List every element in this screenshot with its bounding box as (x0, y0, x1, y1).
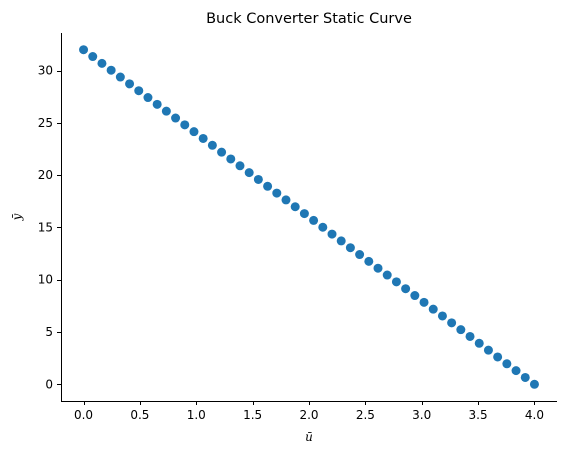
y-tick-label: 0 (45, 377, 53, 391)
y-tick-label: 30 (38, 64, 53, 78)
y-tick-label: 10 (38, 273, 53, 287)
data-point (125, 79, 135, 89)
y-tick-label: 15 (38, 220, 53, 234)
data-point (309, 215, 319, 225)
plot-area (79, 45, 539, 389)
data-point (391, 277, 401, 287)
x-axis-ticks: 0.0 0.5 1.0 1.5 2.0 2.5 3.0 3.5 4.0 (74, 401, 544, 422)
data-point (244, 168, 254, 178)
data-point (198, 133, 208, 143)
data-point (373, 263, 383, 273)
data-point (263, 181, 273, 191)
data-point (345, 243, 355, 253)
y-tick-label: 5 (45, 325, 53, 339)
data-point (493, 352, 503, 362)
data-point (235, 161, 245, 171)
data-point (290, 202, 300, 212)
data-point (474, 338, 484, 348)
data-point (189, 127, 199, 137)
data-point (502, 359, 512, 369)
x-axis-label: ū (305, 430, 313, 444)
data-point (410, 291, 420, 301)
data-point (115, 72, 125, 82)
data-point (437, 311, 447, 321)
data-point (79, 45, 89, 55)
data-point (364, 256, 374, 266)
data-point (272, 188, 282, 198)
data-point (180, 120, 190, 130)
y-axis-label: ȳ (10, 213, 24, 221)
data-point (318, 222, 328, 232)
data-point (88, 52, 98, 62)
data-point (456, 325, 466, 335)
data-point (419, 297, 429, 307)
x-tick-label: 1.5 (243, 408, 262, 422)
data-point (483, 345, 493, 355)
x-tick-label: 3.0 (412, 408, 431, 422)
x-tick-label: 0.5 (130, 408, 149, 422)
x-tick-label: 4.0 (525, 408, 544, 422)
data-point (327, 229, 337, 239)
data-point (152, 99, 162, 109)
x-tick-label: 3.5 (469, 408, 488, 422)
data-point (511, 366, 521, 376)
data-point (401, 284, 411, 294)
data-point (281, 195, 291, 205)
x-tick-label: 1.0 (187, 408, 206, 422)
data-point (299, 209, 309, 219)
data-point (382, 270, 392, 280)
data-point (134, 86, 144, 96)
data-point (226, 154, 236, 164)
data-point (428, 304, 438, 314)
data-point (143, 93, 153, 103)
data-point (355, 250, 365, 260)
data-point (217, 147, 227, 157)
y-axis-ticks: 0 5 10 15 20 25 30 (38, 64, 61, 391)
x-tick-label: 0.0 (74, 408, 93, 422)
data-point (465, 331, 475, 341)
data-point (529, 379, 539, 389)
y-tick-label: 20 (38, 168, 53, 182)
data-point (207, 140, 217, 150)
data-point (447, 318, 457, 328)
data-point (106, 65, 116, 75)
x-tick-label: 2.5 (356, 408, 375, 422)
data-point (520, 372, 530, 382)
y-tick-label: 25 (38, 116, 53, 130)
data-point (161, 106, 171, 116)
chart-title: Buck Converter Static Curve (206, 11, 412, 27)
data-point (171, 113, 181, 123)
data-point (253, 174, 263, 184)
data-point (97, 58, 107, 68)
x-tick-label: 2.0 (299, 408, 318, 422)
data-point (336, 236, 346, 246)
